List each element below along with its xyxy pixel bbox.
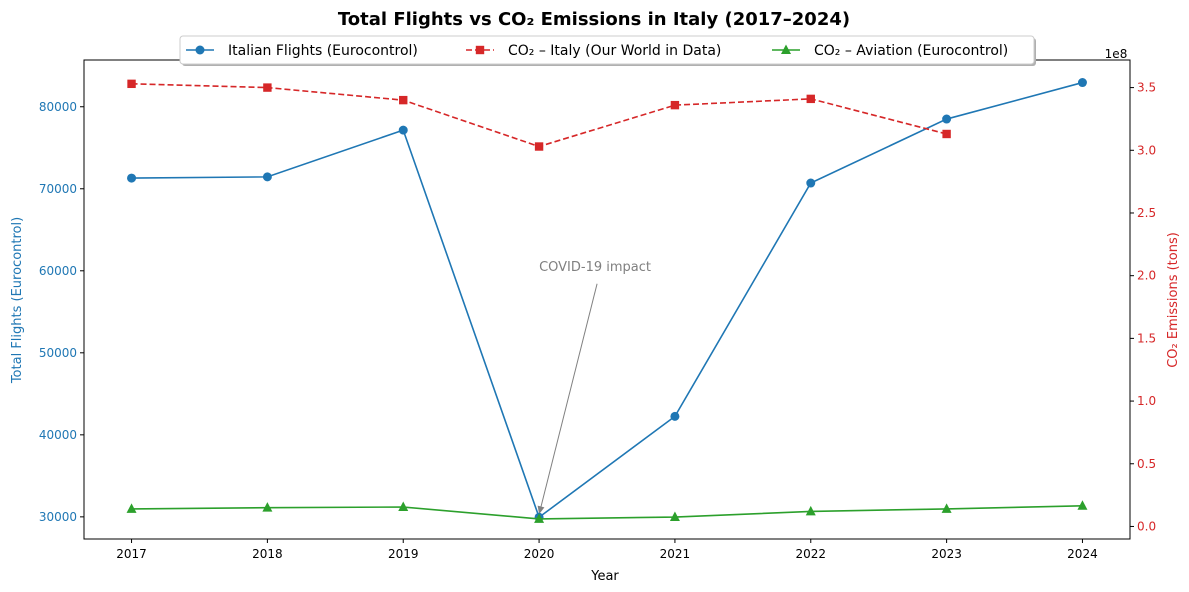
series-1 (127, 78, 1087, 522)
x-tick-label: 2018 (252, 547, 283, 561)
legend-swatch-marker (475, 45, 485, 55)
data-point (1077, 500, 1088, 510)
data-point (806, 94, 815, 104)
left-y-tick-label: 80000 (39, 100, 77, 114)
right-y-tick-label: 1.0 (1137, 394, 1156, 408)
right-y-tick-label: 2.0 (1137, 269, 1156, 283)
data-point (399, 95, 408, 105)
right-axis-title: CO₂ Emissions (tons) (1166, 232, 1181, 368)
legend-label: Italian Flights (Eurocontrol) (228, 43, 418, 59)
legend-swatch-marker (195, 45, 205, 55)
left-y-tick-label: 60000 (39, 264, 77, 278)
legend: Italian Flights (Eurocontrol) CO₂ – Italy… (179, 35, 1036, 66)
right-y-tick-label: 2.5 (1137, 206, 1156, 220)
right-axis-multiplier: 1e8 (1105, 47, 1128, 61)
data-point (262, 172, 272, 182)
series-3 (126, 500, 1088, 523)
data-point (941, 503, 952, 513)
right-y-tick-label: 1.5 (1137, 331, 1156, 345)
left-y-tick-label: 40000 (39, 428, 77, 442)
x-tick-label: 2017 (116, 547, 147, 561)
x-tick-label: 2019 (388, 547, 419, 561)
data-point (127, 173, 137, 183)
data-point (398, 501, 409, 512)
legend-label: CO₂ – Italy (Our World in Data) (508, 43, 721, 59)
right-y-tick-label: 3.5 (1137, 81, 1156, 95)
legend-entry-1: Italian Flights (Eurocontrol) (186, 43, 418, 59)
data-point (398, 125, 408, 135)
legend-swatch-marker (781, 44, 791, 54)
data-point (1077, 78, 1087, 88)
legend-label: CO₂ – Aviation (Eurocontrol) (814, 43, 1008, 59)
left-y-tick-label: 30000 (39, 510, 77, 524)
legend-box (179, 35, 1035, 65)
x-tick-label: 2020 (524, 547, 555, 561)
data-point (670, 100, 680, 110)
right-y-tick-label: 0.0 (1137, 519, 1156, 533)
data-point (942, 114, 952, 124)
data-point (806, 178, 816, 188)
annotation-arrowhead (537, 505, 545, 515)
data-point (669, 511, 680, 522)
left-y-tick-label: 50000 (39, 346, 77, 360)
data-point (534, 142, 544, 151)
left-axis-title: Total Flights (Eurocontrol) (10, 217, 25, 384)
x-tick-label: 2021 (660, 547, 691, 561)
series-line (131, 81, 1083, 519)
left-y-tick-label: 70000 (39, 182, 77, 196)
annotation: COVID-19 impact (537, 260, 651, 515)
annotation-text: COVID-19 impact (539, 260, 651, 275)
legend-entry-2: CO₂ – Italy (Our World in Data) (466, 43, 721, 59)
data-point (942, 129, 951, 139)
x-tick-label: 2024 (1067, 547, 1098, 561)
series-layer (126, 78, 1088, 523)
right-axis: 0.0 0.5 1.0 1.5 2.0 2.5 3.0 3.5 (1130, 81, 1156, 533)
chart-title: Total Flights vs CO₂ Emissions in Italy … (338, 9, 850, 30)
right-y-tick-label: 0.5 (1137, 457, 1156, 471)
data-point (126, 503, 137, 513)
x-axis-title: Year (590, 569, 619, 584)
x-tick-label: 2023 (931, 547, 962, 561)
series-line (131, 504, 1083, 520)
left-axis: 30000 40000 50000 60000 70000 80000 (39, 100, 84, 524)
data-point (670, 411, 680, 421)
series-2 (127, 79, 951, 151)
annotation-arrow (538, 283, 598, 515)
data-point (805, 505, 816, 516)
data-point (262, 502, 273, 512)
x-tick-label: 2022 (795, 547, 826, 561)
series-line (131, 83, 947, 148)
data-point (127, 79, 136, 89)
data-point (263, 83, 272, 92)
x-axis: 2017 2018 2019 2020 2021 2022 2023 2024 (116, 539, 1098, 561)
legend-entry-3: CO₂ – Aviation (Eurocontrol) (772, 43, 1008, 59)
right-y-tick-label: 3.0 (1137, 143, 1156, 157)
data-point (534, 513, 545, 523)
